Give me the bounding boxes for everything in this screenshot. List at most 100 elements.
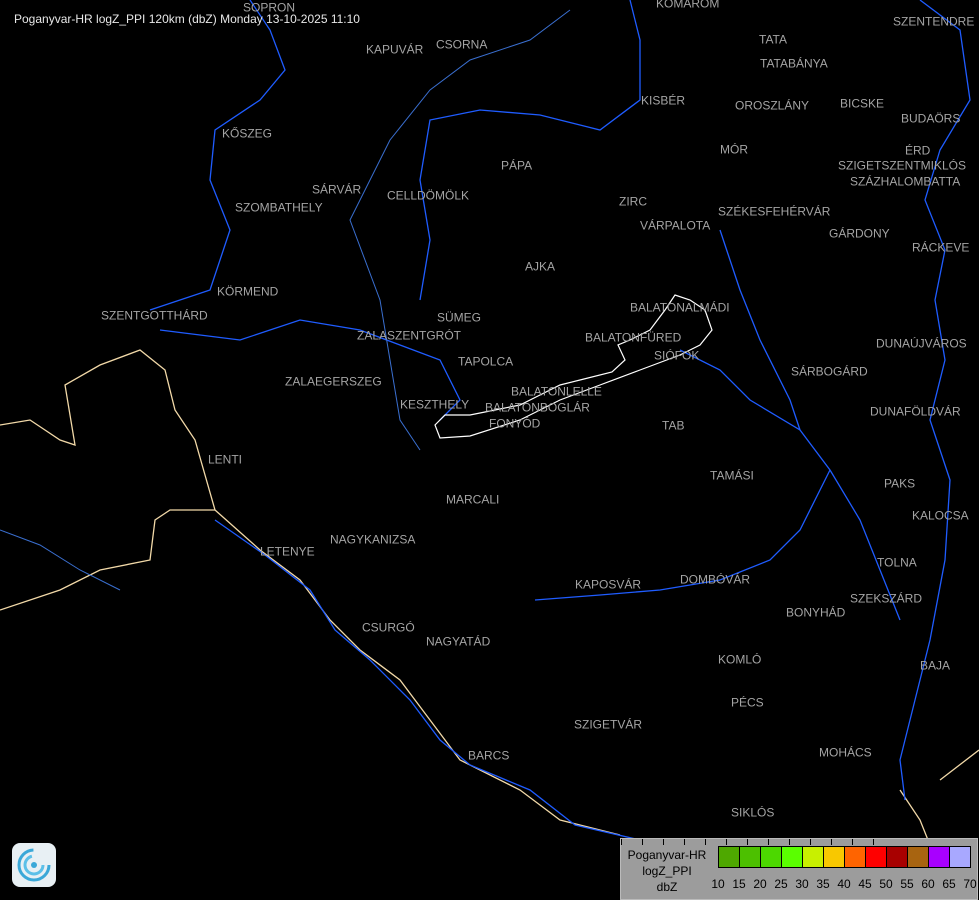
city-label: SZOMBATHELY <box>235 200 323 215</box>
city-label: BALATONALMÁDI <box>630 300 730 315</box>
city-label: GÁRDONY <box>829 226 890 241</box>
city-label: SZÁZHALOMBATTA <box>850 174 961 189</box>
city-label: SZENTGOTTHÁRD <box>101 308 208 323</box>
city-label: TAPOLCA <box>458 354 514 369</box>
legend-tick-label: 50 <box>879 877 893 891</box>
city-label: DUNAFÖLDVÁR <box>870 404 961 419</box>
city-label: BUDAÖRS <box>901 111 961 126</box>
legend-swatch <box>761 847 782 867</box>
city-label: BARCS <box>468 748 510 763</box>
legend-tick-label: 60 <box>921 877 935 891</box>
city-label: CSURGÓ <box>362 620 415 635</box>
city-label: PÁPA <box>501 158 533 173</box>
city-label: KÖRMEND <box>217 284 279 299</box>
city-label: PAKS <box>884 476 916 491</box>
city-label: BICSKE <box>840 96 885 111</box>
city-label: ÉRD <box>905 143 931 158</box>
city-label: CELLDÖMÖLK <box>387 188 470 203</box>
legend-tick-label: 40 <box>837 877 851 891</box>
city-label: BALATONLELLE <box>511 384 602 399</box>
legend-tick-label: 35 <box>816 877 830 891</box>
city-label: BALATONFÜRED <box>585 330 682 345</box>
city-label: KOMLÓ <box>718 652 762 667</box>
legend-tick-label: 30 <box>795 877 809 891</box>
city-label: KESZTHELY <box>400 397 470 412</box>
legend-swatch <box>803 847 824 867</box>
river-marcal <box>419 0 641 301</box>
city-label: LENTI <box>208 452 243 467</box>
city-label: LETENYE <box>260 544 315 559</box>
city-label: MÓR <box>720 142 748 157</box>
legend-tick-label: 20 <box>753 877 767 891</box>
map-title: Poganyvar-HR logZ_PPI 120km (dbZ) Monday… <box>14 12 360 26</box>
legend-tick-label: 45 <box>858 877 872 891</box>
legend-swatch <box>719 847 740 867</box>
legend-swatch <box>908 847 929 867</box>
city-label: ZIRC <box>619 194 647 209</box>
country-border <box>0 509 215 611</box>
city-label: SÁRBOGÁRD <box>791 364 868 379</box>
legend: Poganyvar-HR logZ_PPI dbZ 10 15 20 25 30 35 40… <box>620 838 978 900</box>
river-drava <box>214 519 641 841</box>
legend-swatch <box>887 847 908 867</box>
city-label: TAB <box>662 418 685 433</box>
city-label: DUNAÚJVÁROS <box>876 336 967 351</box>
legend-swatch <box>824 847 845 867</box>
city-label: AJKA <box>525 259 556 274</box>
city-label: NAGYKANIZSA <box>330 532 416 547</box>
city-label: KISBÉR <box>641 93 686 108</box>
legend-swatch <box>929 847 950 867</box>
city-label: KAPOSVÁR <box>575 577 642 592</box>
legend-tick-label: 65 <box>942 877 956 891</box>
lake-balaton <box>434 294 713 439</box>
swirl-icon <box>17 848 51 882</box>
city-label: KOMÁROM <box>656 0 720 11</box>
city-label: ZALASZENTGRÓT <box>357 328 462 343</box>
legend-ticks <box>621 839 874 845</box>
dhmz-logo <box>12 843 56 887</box>
city-label: SOPRON <box>243 0 296 15</box>
city-label: SZIGETSZENTMIKLÓS <box>838 158 967 173</box>
city-label: SIKLÓS <box>731 805 775 820</box>
legend-swatch <box>950 847 970 867</box>
city-label: OROSZLÁNY <box>735 98 810 113</box>
legend-swatch <box>866 847 887 867</box>
city-label: MARCALI <box>446 492 500 507</box>
city-label: DOMBÓVÁR <box>680 572 751 587</box>
legend-swatch <box>782 847 803 867</box>
river-zala <box>159 319 461 421</box>
river <box>0 9 571 591</box>
river-danube <box>899 0 971 801</box>
legend-tick-label: 55 <box>900 877 914 891</box>
city-label: KAPUVÁR <box>366 42 424 57</box>
city-label: SIÓFOK <box>654 348 700 363</box>
city-label: SÜMEG <box>437 310 482 325</box>
city-label: KALOCSA <box>912 508 969 523</box>
city-label: SZIGETVÁR <box>574 717 643 732</box>
city-label: TOLNA <box>877 555 917 570</box>
legend-product: logZ_PPI <box>642 864 692 878</box>
city-label: VÁRPALOTA <box>640 218 711 233</box>
country-border <box>899 749 979 846</box>
city-label: PÉCS <box>731 695 764 710</box>
river-sarviz <box>719 229 801 431</box>
city-label: KŐSZEG <box>222 126 273 141</box>
city-label: NAGYATÁD <box>426 634 491 649</box>
legend-tick-label: 15 <box>732 877 746 891</box>
city-label: RÁCKEVE <box>912 240 970 255</box>
city-label: BONYHÁD <box>786 605 846 620</box>
legend-tick-label: 10 <box>711 877 725 891</box>
legend-tick-label: 25 <box>774 877 788 891</box>
city-label: SÁRVÁR <box>312 182 362 197</box>
city-label: SZEKSZÁRD <box>850 591 923 606</box>
legend-source: Poganyvar-HR logZ_PPI dbZ <box>621 847 713 895</box>
city-label: BALATONBOGLÁR <box>485 400 590 415</box>
legend-radar: Poganyvar-HR <box>627 848 707 862</box>
legend-tick-label: 70 <box>963 877 977 891</box>
city-label: TAMÁSI <box>710 468 754 483</box>
legend-colorbar <box>718 846 971 868</box>
city-label: SZENTENDRE <box>893 14 975 29</box>
river-raba <box>149 0 286 311</box>
